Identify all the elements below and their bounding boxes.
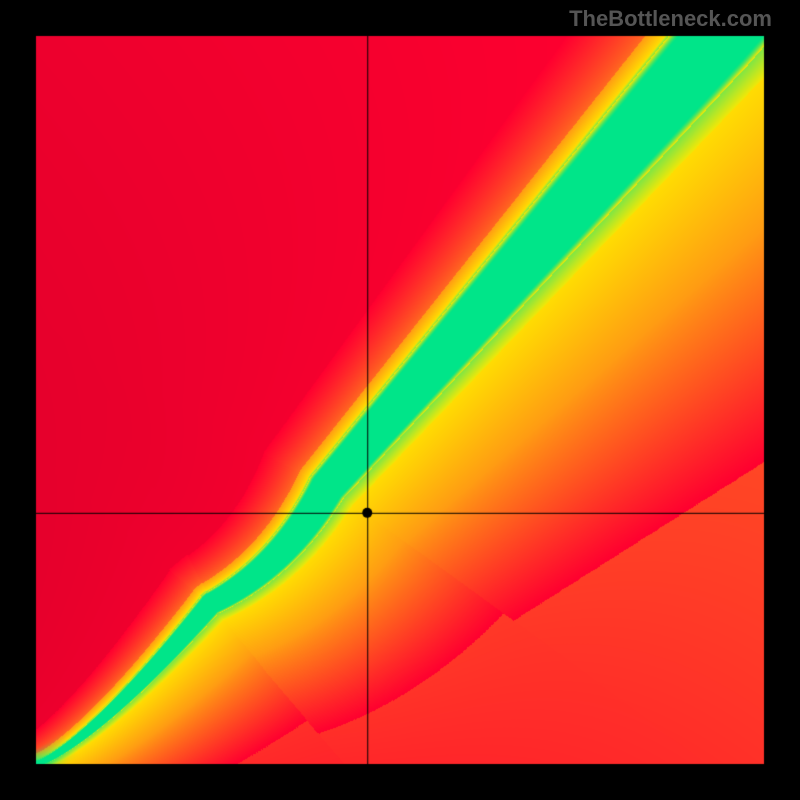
watermark-text: TheBottleneck.com (569, 6, 772, 32)
chart-container: { "watermark": { "text": "TheBottleneck.… (0, 0, 800, 800)
heatmap-canvas (0, 0, 800, 800)
